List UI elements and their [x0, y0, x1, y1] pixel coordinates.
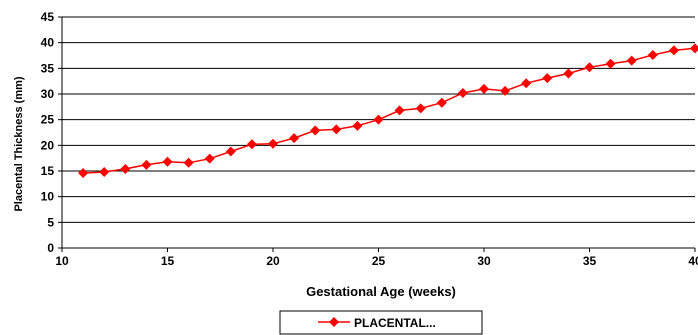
data-point-23: [331, 124, 342, 135]
data-point-17: [204, 153, 215, 164]
data-point-34: [563, 68, 574, 79]
data-point-26: [394, 105, 405, 116]
y-tick-label-40: 40: [41, 36, 55, 50]
data-point-29: [457, 87, 468, 98]
data-point-31: [500, 85, 511, 96]
x-tick-label-40: 40: [688, 254, 698, 268]
data-point-22: [310, 125, 321, 136]
y-tick-label-35: 35: [41, 61, 55, 75]
data-point-18: [225, 146, 236, 157]
data-point-21: [289, 133, 300, 144]
y-tick-label-15: 15: [41, 164, 55, 178]
y-tick-label-0: 0: [47, 241, 54, 255]
x-tick-label-20: 20: [266, 254, 280, 268]
data-point-13: [120, 163, 131, 174]
tick-labels: 0 5 10 15 20 25 30 35 40 45 10 15 20 25 30 35 40: [41, 10, 698, 268]
data-point-36: [605, 58, 616, 69]
data-point-33: [542, 73, 553, 84]
data-point-37: [626, 55, 637, 66]
series-line-0: [83, 47, 696, 174]
data-point-12: [99, 167, 110, 178]
legend: PLACENTAL...: [279, 310, 483, 335]
data-point-27: [415, 103, 426, 114]
series-layer: [78, 43, 698, 179]
data-point-24: [352, 120, 363, 131]
axes: [58, 16, 696, 252]
y-axis-title: Placental Thickness (mm): [13, 76, 25, 211]
x-tick-label-25: 25: [372, 254, 386, 268]
y-tick-label-25: 25: [41, 113, 55, 127]
data-point-20: [268, 138, 278, 149]
legend-marker-diamond: [329, 317, 339, 327]
y-tick-label-5: 5: [47, 215, 54, 229]
data-point-32: [521, 78, 532, 89]
data-point-11: [78, 168, 89, 179]
data-point-14: [141, 159, 152, 170]
x-axis-title: Gestational Age (weeks): [306, 284, 456, 299]
x-tick-label-35: 35: [583, 254, 597, 268]
data-point-16: [183, 157, 194, 168]
data-point-19: [246, 139, 257, 150]
data-point-15: [162, 156, 173, 167]
y-tick-label-10: 10: [41, 190, 55, 204]
legend-box: [279, 310, 483, 335]
legend-label: PLACENTAL...: [354, 316, 436, 330]
data-point-39: [668, 45, 679, 56]
x-tick-label-10: 10: [55, 254, 69, 268]
y-tick-label-45: 45: [41, 10, 55, 24]
x-tick-label-15: 15: [161, 254, 175, 268]
y-tick-label-30: 30: [41, 87, 55, 101]
data-point-25: [373, 114, 384, 125]
x-tick-label-30: 30: [477, 254, 491, 268]
data-point-40: [690, 43, 698, 54]
data-point-35: [584, 62, 595, 73]
data-point-28: [436, 97, 447, 108]
data-point-30: [479, 83, 489, 94]
data-point-38: [647, 49, 658, 60]
y-tick-label-20: 20: [41, 138, 55, 152]
